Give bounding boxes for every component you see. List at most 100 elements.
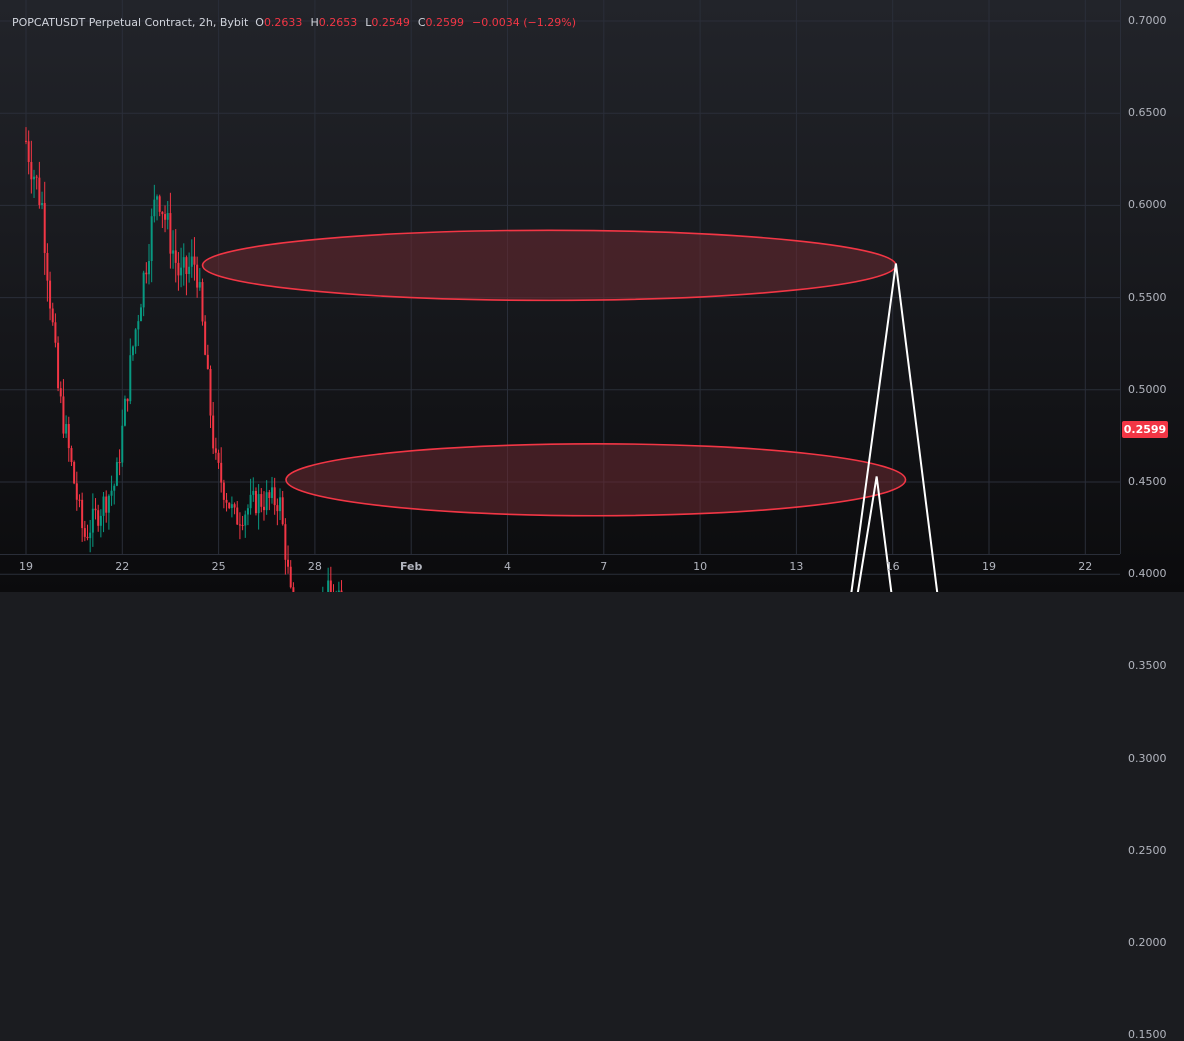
resistance-zone bbox=[285, 443, 907, 517]
candle-body bbox=[156, 196, 159, 200]
y-tick-label: 0.4500 bbox=[1128, 475, 1167, 488]
x-tick-label: 16 bbox=[885, 560, 900, 573]
time-axis[interactable] bbox=[0, 554, 1120, 593]
candle-body bbox=[57, 342, 60, 389]
candle-body bbox=[209, 368, 212, 416]
candle-body bbox=[265, 492, 268, 511]
low-label: L bbox=[365, 16, 372, 29]
x-tick-label: 22 bbox=[1078, 560, 1093, 573]
candle-body bbox=[185, 257, 188, 275]
candle-body bbox=[340, 590, 343, 592]
candle-body bbox=[164, 214, 167, 220]
symbol-title: POPCATUSDT Perpetual Contract, 2h, Bybit bbox=[12, 16, 249, 29]
candle-body bbox=[99, 515, 102, 526]
x-tick-label: 19 bbox=[19, 560, 33, 573]
candle-body bbox=[115, 462, 118, 486]
price-axis[interactable] bbox=[1120, 0, 1184, 554]
candle-body bbox=[182, 257, 185, 268]
candle-body bbox=[166, 213, 169, 220]
candle-body bbox=[225, 499, 228, 503]
candle-body bbox=[281, 497, 284, 525]
candle-body bbox=[46, 252, 49, 281]
candle-body bbox=[113, 485, 116, 491]
candle-body bbox=[228, 502, 231, 509]
candle-body bbox=[292, 587, 295, 592]
candle-body bbox=[142, 272, 145, 308]
candle-body bbox=[273, 487, 276, 506]
candle-body bbox=[180, 267, 183, 276]
candle-body bbox=[201, 282, 204, 322]
y-tick-label: 0.3000 bbox=[1128, 751, 1167, 765]
candle-body bbox=[121, 425, 124, 463]
candle-body bbox=[41, 203, 44, 205]
candle-body bbox=[204, 321, 207, 355]
low-value: 0.2549 bbox=[371, 16, 410, 29]
candle-body bbox=[188, 266, 191, 275]
candle-body bbox=[86, 536, 89, 539]
candle-body bbox=[289, 566, 292, 588]
candle-body bbox=[206, 354, 209, 369]
candle-body bbox=[254, 490, 257, 514]
candle-body bbox=[279, 497, 282, 512]
candle-body bbox=[118, 462, 121, 464]
candle-body bbox=[94, 508, 97, 511]
projection-path bbox=[850, 263, 939, 592]
candle-body bbox=[131, 346, 134, 356]
y-tick-label: 0.2000 bbox=[1128, 936, 1167, 949]
candle-body bbox=[81, 499, 84, 529]
candle-body bbox=[35, 176, 38, 178]
candle-body bbox=[70, 448, 73, 463]
candle-body bbox=[27, 141, 30, 163]
candle-body bbox=[123, 398, 126, 426]
symbol-legend: POPCATUSDT Perpetual Contract, 2h, Bybit… bbox=[12, 16, 576, 29]
candle-body bbox=[276, 505, 279, 512]
projection-path bbox=[856, 476, 893, 592]
candle-body bbox=[222, 482, 225, 500]
candle-body bbox=[59, 388, 62, 397]
candle-body bbox=[51, 308, 54, 323]
y-tick-label: 0.3500 bbox=[1128, 659, 1167, 673]
x-tick-label: 10 bbox=[693, 560, 708, 573]
y-tick-label: 0.6000 bbox=[1128, 198, 1167, 212]
y-tick-label: 0.1500 bbox=[1128, 1028, 1167, 1041]
candle-body bbox=[83, 528, 86, 537]
x-tick-label: 7 bbox=[600, 560, 608, 573]
resistance-zone bbox=[201, 229, 897, 302]
candle-body bbox=[137, 321, 140, 330]
candle-body bbox=[150, 216, 153, 261]
candle-body bbox=[153, 199, 156, 217]
y-tick-label: 0.7000 bbox=[1128, 14, 1167, 27]
candle-body bbox=[238, 524, 241, 526]
high-value: 0.2653 bbox=[318, 16, 358, 29]
candle-body bbox=[126, 398, 129, 402]
candle-body bbox=[260, 494, 263, 507]
candle-body bbox=[62, 396, 65, 434]
candle-body bbox=[102, 496, 105, 516]
y-tick-label: 0.4000 bbox=[1128, 567, 1167, 581]
change-value: −0.0034 (−1.29%) bbox=[472, 16, 576, 29]
candle-body bbox=[327, 580, 330, 592]
candle-body bbox=[257, 494, 260, 514]
candle-body bbox=[214, 448, 217, 453]
x-tick-label: 25 bbox=[211, 560, 226, 573]
candle-body bbox=[158, 196, 161, 212]
candle-body bbox=[241, 524, 244, 526]
candle-body bbox=[169, 213, 172, 254]
candle-body bbox=[38, 177, 41, 205]
candle-body bbox=[262, 506, 265, 511]
candle-body bbox=[73, 462, 76, 484]
last-price-tag: 0.2599 bbox=[1122, 421, 1168, 438]
candle-body bbox=[30, 162, 33, 180]
candle-body bbox=[236, 507, 239, 525]
high-label: H bbox=[310, 16, 319, 29]
candle-body bbox=[284, 524, 287, 560]
x-tick-label: 13 bbox=[789, 560, 804, 573]
y-tick-label: 0.5500 bbox=[1128, 290, 1167, 304]
x-tick-label: 19 bbox=[982, 560, 996, 573]
candle-body bbox=[174, 250, 177, 263]
x-tick-label: 28 bbox=[307, 560, 322, 573]
candle-body bbox=[177, 262, 180, 276]
candle-body bbox=[54, 322, 57, 343]
price-chart[interactable] bbox=[0, 0, 1184, 592]
close-value: 0.2599 bbox=[425, 16, 465, 29]
